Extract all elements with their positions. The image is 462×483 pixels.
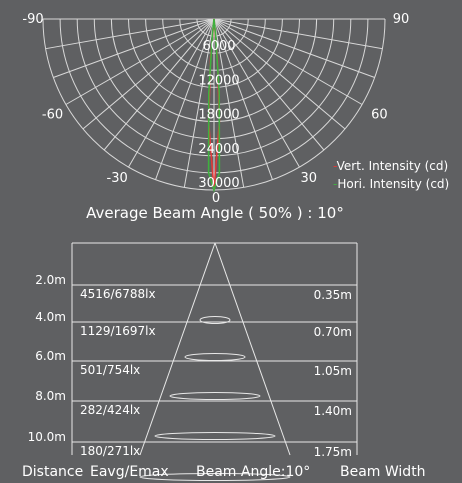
polar-grid bbox=[42, 18, 386, 191]
radial-tick-label: 12000 bbox=[198, 73, 239, 88]
polar-spoke bbox=[45, 18, 215, 50]
legend-hori-label: Hori. Intensity (cd) bbox=[337, 177, 449, 191]
angle-label: -60 bbox=[42, 108, 63, 123]
legend-vert-marker: - bbox=[333, 159, 337, 173]
legend-hori-marker: - bbox=[333, 177, 337, 191]
polar-series bbox=[207, 18, 221, 193]
polar-spoke bbox=[213, 18, 245, 188]
angle-label: 0 bbox=[212, 191, 220, 206]
polar-spoke bbox=[213, 18, 300, 168]
radial-tick-label: 18000 bbox=[198, 108, 239, 123]
polar-spoke bbox=[128, 18, 215, 168]
legend-vert-intensity: -Vert. Intensity (cd) bbox=[333, 159, 448, 173]
polar-spoke bbox=[213, 18, 325, 151]
polar-spoke bbox=[82, 18, 215, 130]
polar-spoke bbox=[155, 18, 215, 180]
polar-spoke bbox=[213, 18, 346, 130]
polar-spoke bbox=[213, 18, 375, 78]
polar-spoke bbox=[65, 18, 215, 105]
polar-labels: 6000 12000 18000 24000 30000 -90 -60 -30 0 30 60 90 bbox=[22, 12, 409, 206]
polar-spoke bbox=[103, 18, 215, 151]
angle-label: 30 bbox=[301, 171, 318, 186]
polar-spoke bbox=[53, 18, 215, 78]
intensity-curve-1 bbox=[207, 18, 221, 193]
beam-angle-caption: Average Beam Angle ( 50% ) : 10° bbox=[86, 204, 344, 222]
legend: -Vert. Intensity (cd) -Hori. Intensity (… bbox=[333, 159, 449, 191]
legend-vert-label: Vert. Intensity (cd) bbox=[337, 159, 449, 173]
polar-spoke bbox=[213, 18, 363, 105]
angle-label: 60 bbox=[371, 108, 388, 123]
legend-hori-intensity: -Hori. Intensity (cd) bbox=[333, 177, 449, 191]
polar-spoke bbox=[183, 18, 215, 188]
polar-spoke bbox=[213, 18, 383, 50]
angle-label: -90 bbox=[22, 12, 43, 27]
radial-tick-label: 24000 bbox=[198, 142, 239, 157]
angle-label: 90 bbox=[393, 12, 410, 27]
radial-tick-label: 30000 bbox=[198, 176, 239, 191]
polar-spoke bbox=[213, 18, 273, 180]
angle-label: -30 bbox=[107, 171, 128, 186]
radial-tick-label: 6000 bbox=[202, 39, 235, 54]
